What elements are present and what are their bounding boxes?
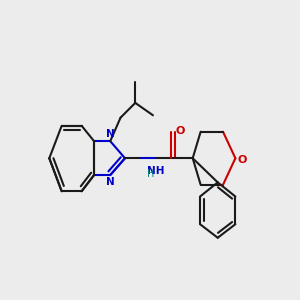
Text: O: O [176, 126, 185, 136]
Text: N: N [106, 177, 115, 188]
Text: O: O [237, 155, 247, 165]
Text: N: N [106, 129, 115, 139]
Text: H: H [147, 169, 155, 179]
Text: NH: NH [147, 166, 165, 176]
